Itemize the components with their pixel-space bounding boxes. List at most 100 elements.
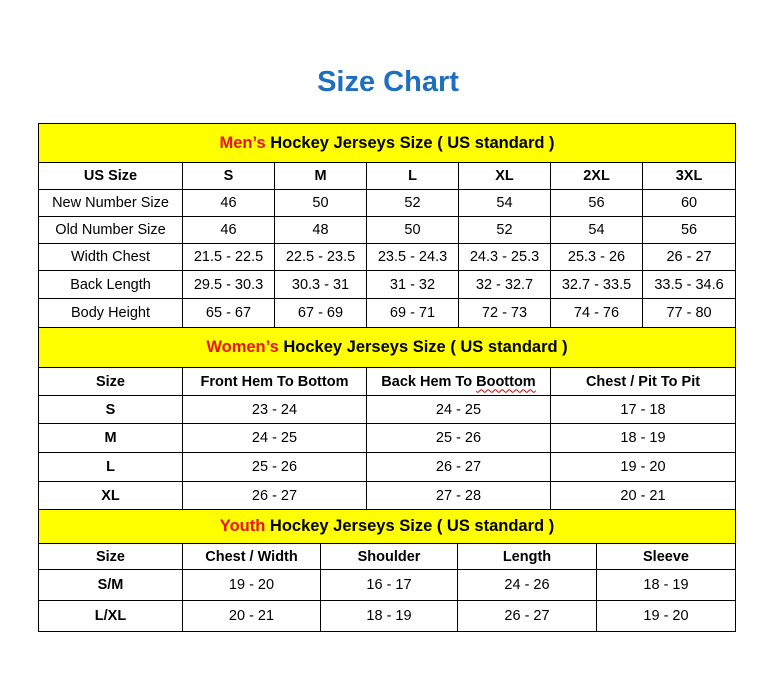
row-label: Body Height xyxy=(38,298,183,328)
youth-size-table: Youth Hockey Jerseys Size ( US standard … xyxy=(37,509,737,632)
table-cell: 30.3 - 31 xyxy=(274,270,367,299)
table-cell: 27 - 28 xyxy=(366,481,551,510)
table-cell: 46 xyxy=(182,189,275,217)
column-header: Size xyxy=(38,543,183,570)
table-row: L/XL 20 - 21 18 - 19 26 - 27 19 - 20 xyxy=(38,600,737,632)
table-cell: 56 xyxy=(641,216,737,244)
section-heading-accent: Women’s xyxy=(206,338,279,356)
column-header: Chest / Pit To Pit xyxy=(549,367,737,396)
table-cell: 18 - 19 xyxy=(320,600,458,632)
row-label: M xyxy=(38,423,183,453)
table-cell: 19 - 20 xyxy=(182,569,321,601)
row-label: L/XL xyxy=(38,600,183,632)
women-size-table: Women’s Hockey Jerseys Size ( US standar… xyxy=(37,327,737,510)
misspelled-word: Boottom xyxy=(476,373,536,390)
row-label: XL xyxy=(38,481,183,510)
section-heading: Youth Hockey Jerseys Size ( US standard … xyxy=(37,509,737,544)
table-cell: 54 xyxy=(550,216,643,244)
section-heading-row: Youth Hockey Jerseys Size ( US standard … xyxy=(37,509,737,544)
table-row: Body Height 65 - 67 67 - 69 69 - 71 72 - 73 7… xyxy=(38,298,737,328)
table-cell: 25.3 - 26 xyxy=(550,243,643,271)
page-title: Size Chart xyxy=(317,66,459,98)
column-header: XL xyxy=(458,162,551,190)
table-cell: 23 - 24 xyxy=(182,395,367,424)
table-cell: 24 - 26 xyxy=(457,569,597,601)
table-cell: 19 - 20 xyxy=(595,600,737,632)
column-header: Shoulder xyxy=(320,543,458,570)
table-cell: 29.5 - 30.3 xyxy=(182,270,275,299)
column-header: M xyxy=(274,162,367,190)
table-cell: 24 - 25 xyxy=(366,395,551,424)
table-cell: 65 - 67 xyxy=(182,298,275,328)
table-cell: 52 xyxy=(458,216,551,244)
section-heading-row: Women’s Hockey Jerseys Size ( US standar… xyxy=(37,327,737,368)
table-row: New Number Size 46 50 52 54 56 60 xyxy=(38,189,737,217)
table-cell: 23.5 - 24.3 xyxy=(366,243,459,271)
table-row: L 25 - 26 26 - 27 19 - 20 xyxy=(38,452,737,482)
table-cell: 26 - 27 xyxy=(182,481,367,510)
section-heading-row: Men’s Hockey Jerseys Size ( US standard … xyxy=(37,123,737,163)
table-cell: 33.5 - 34.6 xyxy=(641,270,737,299)
section-heading-text: Hockey Jerseys Size ( US standard ) xyxy=(278,338,568,356)
table-cell: 31 - 32 xyxy=(366,270,459,299)
table-cell: 52 xyxy=(366,189,459,217)
column-header-row: Size Chest / Width Shoulder Length Sleeve xyxy=(38,543,737,570)
row-label: Width Chest xyxy=(38,243,183,271)
row-label: Old Number Size xyxy=(38,216,183,244)
row-label: S xyxy=(38,395,183,424)
table-row: Back Length 29.5 - 30.3 30.3 - 31 31 - 32 32… xyxy=(38,270,737,299)
section-heading-accent: Men’s xyxy=(219,133,266,152)
row-label: S/M xyxy=(38,569,183,601)
table-cell: 20 - 21 xyxy=(549,481,737,510)
men-size-table: Men’s Hockey Jerseys Size ( US standard … xyxy=(37,123,737,328)
table-row: S 23 - 24 24 - 25 17 - 18 xyxy=(38,395,737,424)
table-cell: 50 xyxy=(274,189,367,217)
column-header: Size xyxy=(38,367,183,396)
column-header-row: US Size S M L XL 2XL 3XL xyxy=(38,162,737,190)
table-cell: 26 - 27 xyxy=(641,243,737,271)
table-cell: 18 - 19 xyxy=(595,569,737,601)
table-cell: 50 xyxy=(366,216,459,244)
table-cell: 19 - 20 xyxy=(549,452,737,482)
table-cell: 17 - 18 xyxy=(549,395,737,424)
table-cell: 18 - 19 xyxy=(549,423,737,453)
table-cell: 48 xyxy=(274,216,367,244)
table-cell: 22.5 - 23.5 xyxy=(274,243,367,271)
column-header: 2XL xyxy=(550,162,643,190)
column-header: L xyxy=(366,162,459,190)
table-cell: 24.3 - 25.3 xyxy=(458,243,551,271)
section-heading-text: Hockey Jerseys Size ( US standard ) xyxy=(265,133,555,152)
table-cell: 25 - 26 xyxy=(182,452,367,482)
section-heading-accent: Youth xyxy=(219,517,266,535)
table-cell: 26 - 27 xyxy=(366,452,551,482)
table-row: M 24 - 25 25 - 26 18 - 19 xyxy=(38,423,737,453)
table-cell: 46 xyxy=(182,216,275,244)
table-cell: 67 - 69 xyxy=(274,298,367,328)
table-cell: 74 - 76 xyxy=(550,298,643,328)
row-label: L xyxy=(38,452,183,482)
section-heading-text: Hockey Jerseys Size ( US standard ) xyxy=(265,517,555,535)
table-cell: 32.7 - 33.5 xyxy=(550,270,643,299)
column-header: Sleeve xyxy=(595,543,737,570)
column-header: Chest / Width xyxy=(182,543,321,570)
column-header: Back Hem To Boottom xyxy=(366,367,551,396)
row-label: New Number Size xyxy=(38,189,183,217)
column-header: Front Hem To Bottom xyxy=(182,367,367,396)
section-heading: Men’s Hockey Jerseys Size ( US standard … xyxy=(37,123,737,163)
column-header: Length xyxy=(457,543,597,570)
table-cell: 24 - 25 xyxy=(182,423,367,453)
table-row: Old Number Size 46 48 50 52 54 56 xyxy=(38,216,737,244)
table-cell: 72 - 73 xyxy=(458,298,551,328)
table-cell: 25 - 26 xyxy=(366,423,551,453)
table-row: S/M 19 - 20 16 - 17 24 - 26 18 - 19 xyxy=(38,569,737,601)
table-cell: 60 xyxy=(641,189,737,217)
column-header-row: Size Front Hem To Bottom Back Hem To Boott… xyxy=(38,367,737,396)
table-cell: 32 - 32.7 xyxy=(458,270,551,299)
table-cell: 21.5 - 22.5 xyxy=(182,243,275,271)
table-row: XL 26 - 27 27 - 28 20 - 21 xyxy=(38,481,737,510)
table-cell: 20 - 21 xyxy=(182,600,321,632)
column-header: S xyxy=(182,162,275,190)
row-label: Back Length xyxy=(38,270,183,299)
table-cell: 54 xyxy=(458,189,551,217)
section-heading: Women’s Hockey Jerseys Size ( US standar… xyxy=(37,327,737,368)
